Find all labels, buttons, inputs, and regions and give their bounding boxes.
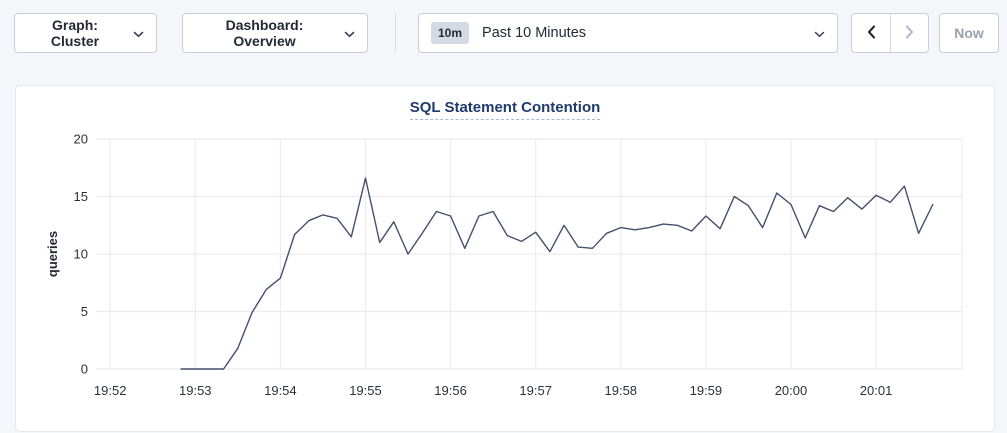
x-tick-label: 20:01: [860, 383, 893, 398]
sql-contention-line-chart[interactable]: 0 5 10 15 20 19:52 19:53 19:54 19:55 19:56 19:57 19…: [16, 86, 996, 433]
dashboard-dropdown[interactable]: Dashboard: Overview: [182, 13, 368, 53]
x-tick-label: 19:59: [690, 383, 723, 398]
chevron-down-icon: [344, 25, 355, 41]
time-shift-button-group: [851, 13, 929, 53]
x-tick-label: 19:58: [605, 383, 638, 398]
chevron-down-icon: [133, 25, 144, 41]
time-forward-button[interactable]: [890, 14, 928, 52]
chevron-down-icon: [814, 25, 825, 41]
time-range-badge: 10m: [431, 22, 470, 44]
y-tick-label: 10: [74, 247, 88, 262]
y-axis-title: queries: [45, 231, 60, 277]
now-button[interactable]: Now: [939, 13, 999, 53]
chevron-left-icon: [867, 24, 876, 42]
x-tick-label: 20:00: [775, 383, 808, 398]
chart-title-row: SQL Statement Contention: [16, 99, 994, 120]
graph-source-label: Graph: Cluster: [50, 17, 100, 49]
y-tick-label: 0: [81, 362, 88, 377]
chart-card: SQL Statement Contention 0 5 10 15 20 19:52 19…: [15, 85, 995, 432]
dashboard-label: Dashboard: Overview: [225, 17, 304, 49]
y-tick-label: 5: [81, 304, 88, 319]
x-tick-label: 19:54: [264, 383, 297, 398]
x-tick-label: 19:52: [94, 383, 127, 398]
time-range-selector[interactable]: 10m Past 10 Minutes: [418, 13, 838, 53]
chart-title[interactable]: SQL Statement Contention: [409, 99, 601, 120]
chevron-right-icon: [905, 24, 914, 42]
x-tick-label: 19:53: [179, 383, 212, 398]
x-tick-label: 19:57: [519, 383, 552, 398]
y-tick-label: 20: [74, 132, 88, 147]
metrics-toolbar: Graph: Cluster Dashboard: Overview 10m P…: [0, 0, 1007, 53]
toolbar-divider: [395, 14, 396, 52]
graph-source-dropdown[interactable]: Graph: Cluster: [14, 13, 157, 53]
x-tick-label: 19:56: [434, 383, 467, 398]
y-tick-label: 15: [74, 189, 88, 204]
series-line-queries: [180, 177, 934, 370]
time-back-button[interactable]: [852, 14, 890, 52]
time-range-label: Past 10 Minutes: [482, 25, 587, 41]
x-tick-label: 19:55: [349, 383, 382, 398]
